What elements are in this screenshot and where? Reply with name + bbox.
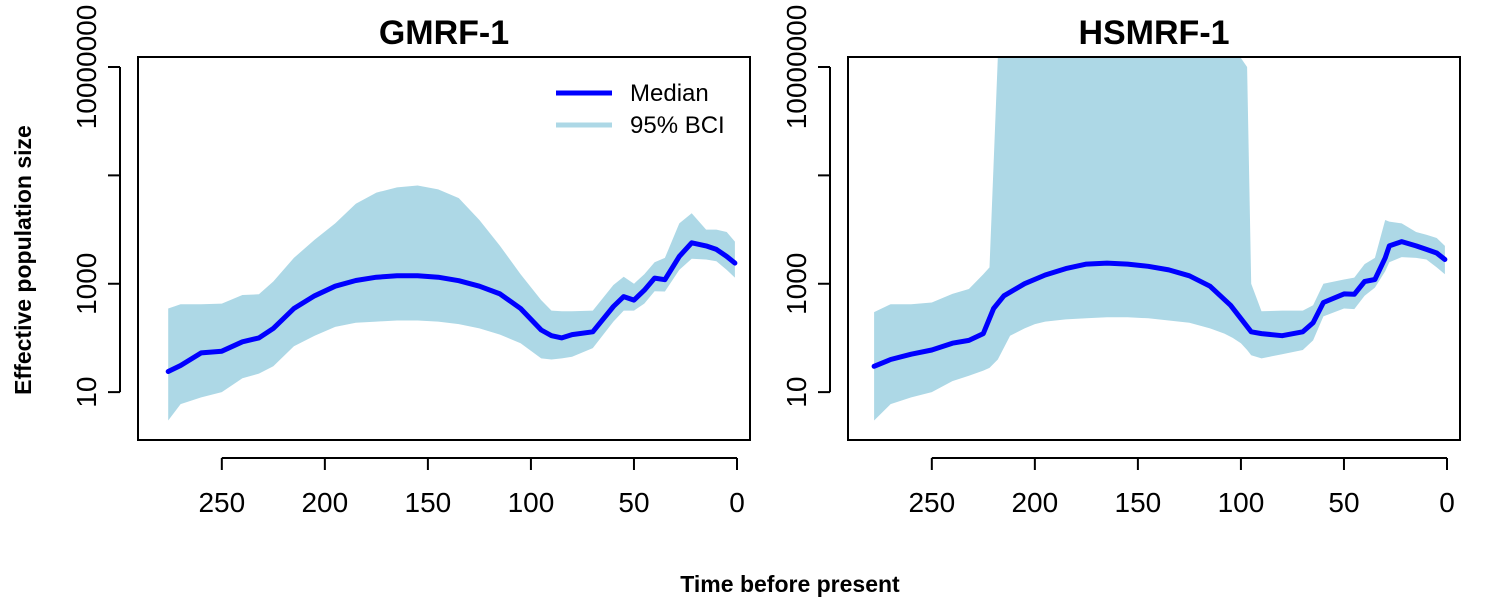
x-axis: 250 200 150 100 50 0 — [908, 457, 1455, 518]
x-tick-label: 250 — [908, 487, 955, 518]
x-tick-label: 150 — [405, 487, 452, 518]
bci-band-area — [168, 185, 735, 421]
median-line — [871, 239, 1448, 369]
gmrf-panel: 250 200 150 100 50 0 10 1000 10000000 GMRF-1 — [71, 5, 751, 518]
x-axis: 250 200 150 100 50 0 — [198, 457, 745, 518]
x-tick-label: 50 — [618, 487, 649, 518]
legend-median-label: Median — [630, 80, 709, 107]
y-tick-label: 10000000 — [781, 5, 812, 130]
y-tick-label: 10 — [71, 377, 102, 408]
median-line — [165, 240, 738, 374]
hsmrf-panel: 250 200 150 100 50 0 10 1000 10000000 HSMRF-1 — [781, 5, 1461, 518]
x-tick-label: 150 — [1115, 487, 1162, 518]
credible-interval-band — [168, 185, 735, 421]
bci-band-area — [874, 58, 1445, 421]
x-tick-label: 100 — [1218, 487, 1265, 518]
x-tick-label: 200 — [301, 487, 348, 518]
panel-title: HSMRF-1 — [1078, 14, 1229, 52]
median-path — [871, 239, 1448, 369]
median-path — [165, 240, 738, 374]
y-tick-label: 10 — [781, 377, 812, 408]
y-tick-label: 1000 — [71, 253, 102, 315]
credible-interval-band — [874, 58, 1445, 421]
y-axis: 10 1000 10000000 — [71, 5, 121, 408]
x-tick-label: 250 — [198, 487, 245, 518]
x-tick-label: 200 — [1011, 487, 1058, 518]
x-tick-label: 50 — [1328, 487, 1359, 518]
x-tick-label: 0 — [1439, 487, 1455, 518]
y-axis-title: Effective population size — [10, 125, 36, 395]
x-axis-title: Time before present — [680, 571, 900, 597]
plot-frame — [137, 56, 751, 441]
y-tick-label: 1000 — [781, 253, 812, 315]
x-tick-label: 0 — [729, 487, 745, 518]
y-axis: 10 1000 10000000 — [781, 5, 831, 408]
legend-bci-label: 95% BCI — [630, 112, 725, 139]
plot-border — [847, 56, 1461, 441]
plot-border — [137, 56, 751, 441]
y-tick-label: 10000000 — [71, 5, 102, 130]
x-tick-label: 100 — [508, 487, 555, 518]
panel-title: GMRF-1 — [379, 14, 509, 52]
plot-frame — [847, 56, 1461, 441]
legend: Median 95% BCI — [556, 80, 725, 139]
